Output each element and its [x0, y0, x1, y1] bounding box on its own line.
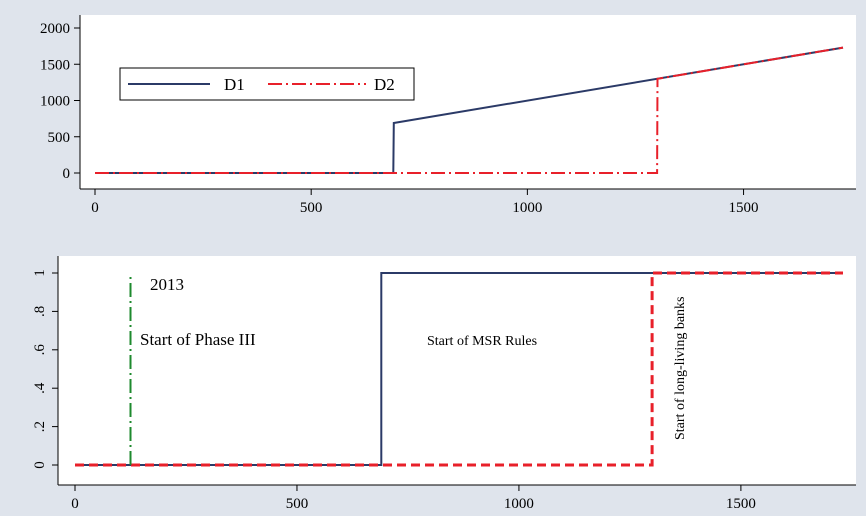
top-y-tick-label: 0 — [63, 166, 71, 182]
bottom-y-tick-label: 1 — [32, 269, 48, 277]
bottom-series-line-1 — [75, 272, 843, 466]
annotation-msr: Start of MSR Rules — [427, 334, 537, 349]
bottom-y-tick-label: .6 — [32, 344, 48, 356]
bottom-series-line-2 — [75, 271, 843, 467]
bottom-x-tick-label: 1000 — [504, 496, 534, 512]
bottom-y-tick-label: 0 — [32, 461, 48, 469]
top-x-tick-label: 1500 — [729, 200, 759, 216]
top-y-tick-label: 500 — [48, 130, 71, 146]
top-series — [95, 46, 844, 174]
bottom-y-tick-label: .4 — [32, 382, 48, 394]
top-x-tick-label: 0 — [91, 200, 99, 216]
top-y-tick-label: 1500 — [40, 57, 70, 73]
top-y-ticks: 0 500 1000 1500 2000 — [40, 21, 80, 182]
annotation-banks: Start of long-living banks — [673, 297, 688, 441]
bottom-y-tick-label: .8 — [32, 306, 48, 317]
top-x-ticks: 0 500 1000 1500 — [91, 189, 759, 216]
legend-label-d2: D2 — [374, 75, 395, 94]
top-series-line-d2 — [95, 46, 844, 174]
bottom-series — [75, 271, 843, 467]
bottom-x-tick-label: 0 — [71, 496, 79, 512]
bottom-y-tick-label: .2 — [32, 421, 48, 432]
bottom-x-ticks: 0 500 1000 1500 — [71, 485, 756, 512]
bottom-chart: 0 .2 .4 .6 .8 1 0 500 1000 1500 2013 Start of Ph… — [32, 256, 856, 512]
top-y-tick-label: 2000 — [40, 21, 70, 37]
bottom-x-tick-label: 500 — [286, 496, 309, 512]
bottom-plot-area — [58, 256, 856, 485]
legend: D1 D2 — [119, 67, 415, 101]
bottom-x-tick-label: 1500 — [726, 496, 756, 512]
annotation-phase3: Start of Phase III — [140, 330, 256, 349]
legend-label-d1: D1 — [224, 75, 245, 94]
annotation-year: 2013 — [150, 275, 184, 294]
bottom-y-ticks: 0 .2 .4 .6 .8 1 — [32, 269, 58, 469]
top-x-tick-label: 1000 — [512, 200, 542, 216]
top-x-tick-label: 500 — [300, 200, 323, 216]
top-y-tick-label: 1000 — [40, 94, 70, 110]
top-plot-area — [80, 15, 856, 189]
top-chart: 0 500 1000 1500 2000 0 500 1000 1500 D1 D2 — [40, 15, 856, 216]
